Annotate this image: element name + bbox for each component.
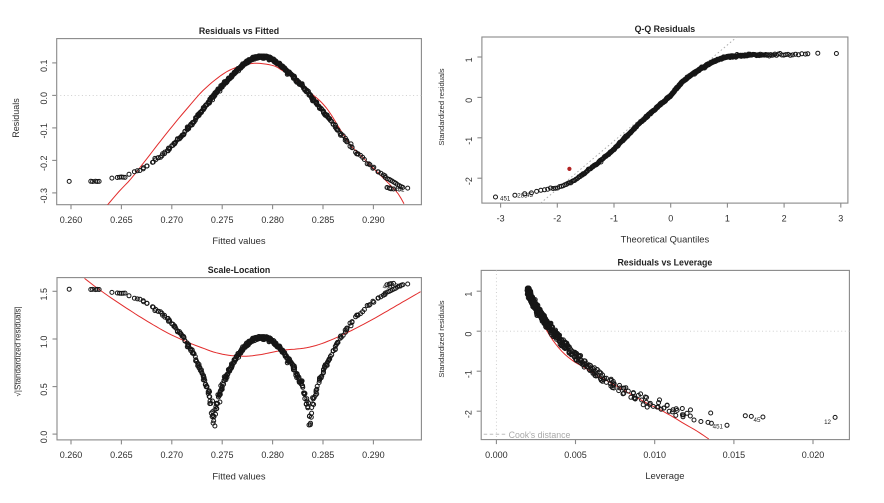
svg-text:0.285: 0.285	[312, 450, 335, 460]
svg-text:Fitted values: Fitted values	[212, 235, 265, 246]
svg-text:Residuals vs Leverage: Residuals vs Leverage	[617, 258, 712, 268]
svg-text:Standardized residuals: Standardized residuals	[437, 300, 446, 377]
svg-text:45: 45	[526, 192, 533, 199]
svg-text:-0.3: -0.3	[39, 188, 49, 204]
svg-text:451: 451	[500, 195, 511, 202]
svg-text:1.5: 1.5	[39, 288, 49, 301]
svg-text:0.280: 0.280	[261, 215, 284, 225]
svg-text:3: 3	[838, 213, 843, 223]
svg-text:0.0: 0.0	[39, 92, 49, 105]
svg-text:Standardized residuals: Standardized residuals	[437, 68, 446, 145]
svg-text:0.265: 0.265	[110, 450, 133, 460]
svg-text:Fitted values: Fitted values	[212, 470, 265, 481]
svg-text:45: 45	[754, 417, 761, 424]
svg-text:0.270: 0.270	[161, 215, 184, 225]
svg-text:Theoretical Quantiles: Theoretical Quantiles	[621, 234, 710, 245]
svg-text:1: 1	[725, 213, 730, 223]
svg-text:45: 45	[396, 283, 403, 290]
svg-text:0.260: 0.260	[60, 215, 83, 225]
svg-text:-1: -1	[463, 370, 473, 378]
svg-text:-3: -3	[497, 213, 505, 223]
svg-text:-0.2: -0.2	[39, 156, 49, 172]
svg-text:-2: -2	[464, 177, 474, 185]
svg-text:0.275: 0.275	[211, 215, 234, 225]
svg-text:0.270: 0.270	[161, 450, 184, 460]
svg-text:0.290: 0.290	[362, 450, 385, 460]
svg-text:12: 12	[824, 419, 831, 426]
svg-text:1: 1	[463, 292, 473, 297]
svg-text:283: 283	[392, 186, 403, 193]
svg-text:-2: -2	[553, 213, 561, 223]
svg-text:0.290: 0.290	[362, 215, 385, 225]
svg-text:0: 0	[463, 332, 473, 337]
svg-text:Scale-Location: Scale-Location	[208, 265, 271, 275]
svg-text:Residuals: Residuals	[11, 98, 21, 138]
svg-text:0.005: 0.005	[564, 450, 587, 460]
svg-text:0.5: 0.5	[39, 383, 49, 396]
svg-text:283: 283	[517, 192, 528, 199]
svg-text:0.265: 0.265	[110, 215, 133, 225]
svg-text:0.280: 0.280	[261, 450, 284, 460]
svg-text:0.020: 0.020	[802, 450, 825, 460]
svg-text:√|Standardized residuals|: √|Standardized residuals|	[14, 307, 23, 397]
svg-text:0.285: 0.285	[312, 215, 335, 225]
svg-text:0: 0	[464, 98, 474, 103]
svg-text:451: 451	[394, 187, 405, 194]
svg-text:0.0: 0.0	[39, 431, 49, 444]
svg-text:-2: -2	[463, 410, 473, 418]
svg-text:45: 45	[385, 185, 392, 192]
svg-text:0: 0	[668, 213, 673, 223]
svg-text:1: 1	[464, 57, 474, 62]
svg-text:0.260: 0.260	[60, 450, 83, 460]
svg-text:2: 2	[782, 213, 787, 223]
svg-text:1.0: 1.0	[39, 336, 49, 349]
svg-text:-1: -1	[464, 137, 474, 145]
svg-text:451: 451	[383, 283, 394, 290]
svg-text:Cook's distance: Cook's distance	[509, 430, 571, 440]
svg-text:Residuals vs Fitted: Residuals vs Fitted	[199, 26, 279, 36]
svg-text:0.000: 0.000	[485, 450, 508, 460]
svg-text:-0.1: -0.1	[39, 123, 49, 139]
svg-text:-1: -1	[610, 213, 618, 223]
svg-text:Leverage: Leverage	[645, 470, 684, 481]
svg-text:0.015: 0.015	[723, 450, 746, 460]
svg-text:0.1: 0.1	[39, 60, 49, 73]
svg-text:451: 451	[713, 424, 724, 431]
svg-text:0.275: 0.275	[211, 450, 234, 460]
svg-text:0.010: 0.010	[643, 450, 666, 460]
svg-text:283: 283	[388, 283, 399, 290]
svg-text:Q-Q Residuals: Q-Q Residuals	[635, 24, 696, 34]
